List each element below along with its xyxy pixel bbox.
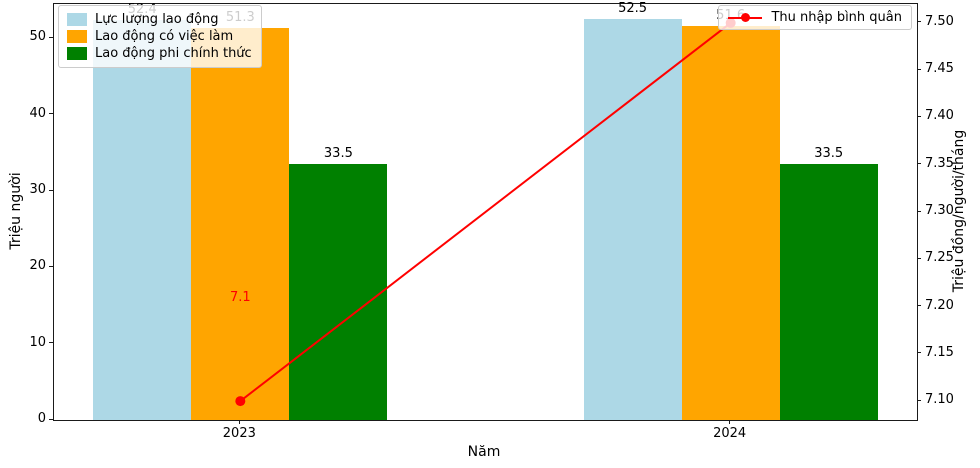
line-marker-icon <box>728 13 763 22</box>
y-tick-label-right: 7.15 <box>925 344 954 360</box>
y-tick-label-left: 10 <box>29 334 46 350</box>
legend-item-informal: Lao động phi chính thức <box>67 45 252 62</box>
x-tick-mark <box>729 420 731 424</box>
y-tick-mark-left <box>49 36 53 38</box>
plot-area: 52.452.551.351.633.533.5 7.1 Lực lượng l… <box>53 1 918 421</box>
line-annotation: 7.1 <box>229 290 251 306</box>
y-tick-mark-left <box>49 418 53 420</box>
y-tick-mark-left <box>49 113 53 115</box>
employed-swatch-icon <box>67 30 87 43</box>
y-tick-label-right: 7.30 <box>925 203 954 218</box>
bar-2024-1 <box>681 26 780 420</box>
labor-force-swatch-icon <box>67 13 87 26</box>
legend-item-employed: Lao động có việc làm <box>67 28 252 45</box>
bar-2024-0 <box>583 19 682 420</box>
informal-swatch-icon <box>67 47 87 60</box>
y-tick-mark-right <box>917 352 921 354</box>
y-tick-mark-right <box>917 163 921 165</box>
y-tick-label-right: 7.25 <box>925 250 954 266</box>
y-tick-mark-right <box>917 399 921 401</box>
legend-label-income: Thu nhập bình quân <box>771 10 902 25</box>
y-tick-label-right: 7.40 <box>925 108 954 124</box>
y-tick-mark-right <box>917 68 921 70</box>
legend-label-informal: Lao động phi chính thức <box>95 46 252 61</box>
y-tick-mark-right <box>917 257 921 259</box>
y-tick-mark-right <box>917 305 921 307</box>
legend-label-employed: Lao động có việc làm <box>95 29 234 44</box>
y-tick-mark-right <box>917 21 921 23</box>
y-tick-label-left: 40 <box>29 105 46 121</box>
bar-2023-0 <box>93 20 192 420</box>
bar-legend: Lực lượng lao động Lao động có việc làm … <box>58 5 262 68</box>
y-tick-label-right: 7.50 <box>925 13 954 29</box>
legend-label-labor-force: Lực lượng lao động <box>95 12 219 27</box>
y-tick-mark-right <box>917 115 921 117</box>
y-tick-label-left: 20 <box>29 258 46 274</box>
y-tick-label-right: 7.45 <box>925 61 954 77</box>
bar-2023-2 <box>289 164 388 420</box>
y-tick-label-left: 50 <box>29 29 46 45</box>
y-tick-mark-left <box>49 265 53 267</box>
bar-value-label: 52.5 <box>618 1 648 17</box>
y-tick-mark-right <box>917 210 921 212</box>
bar-2024-2 <box>779 164 878 420</box>
y-tick-label-left: 0 <box>37 411 46 426</box>
y-tick-label-left: 30 <box>29 182 46 197</box>
x-tick-label: 2023 <box>222 426 256 441</box>
bar-2023-1 <box>191 28 290 420</box>
legend-item-labor-force: Lực lượng lao động <box>67 11 252 28</box>
y-tick-mark-left <box>49 189 53 191</box>
line-dot-icon <box>740 13 750 22</box>
line-legend: Thu nhập bình quân <box>718 5 912 30</box>
y-tick-label-right: 7.10 <box>925 392 954 408</box>
x-tick-mark <box>238 420 240 424</box>
x-tick-label: 2024 <box>713 426 747 441</box>
bar-value-label: 33.5 <box>323 146 353 162</box>
bar-value-label: 33.5 <box>814 146 844 162</box>
y-tick-label-right: 7.35 <box>925 155 954 171</box>
y-tick-mark-left <box>49 342 53 344</box>
x-axis-label: Năm <box>467 444 501 460</box>
y-tick-label-right: 7.20 <box>925 297 954 313</box>
